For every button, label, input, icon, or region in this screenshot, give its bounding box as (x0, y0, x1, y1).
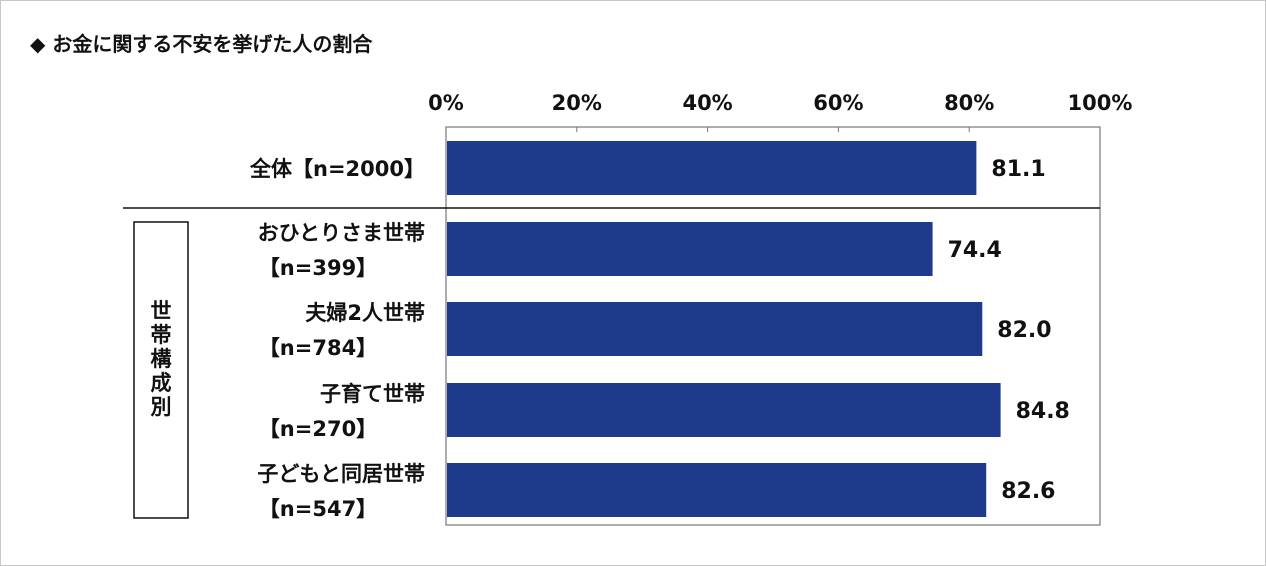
group-bracket-box (133, 221, 189, 519)
bar-value-label: 81.1 (991, 157, 1045, 182)
category-label: 夫婦2人世帯 (305, 301, 425, 325)
group-label-char: 構 (151, 347, 172, 371)
x-tick-label: 20% (552, 91, 602, 115)
x-tick-label: 60% (813, 91, 863, 115)
x-tick-label: 40% (682, 91, 732, 115)
bar-value-label: 82.6 (1001, 479, 1055, 504)
bars-layer (447, 141, 1001, 517)
x-tick-label: 80% (944, 91, 994, 115)
x-tick-label: 0% (428, 91, 464, 115)
bar-value-label: 74.4 (948, 238, 1002, 263)
category-sample-size: 【n=547】 (259, 497, 377, 521)
bar (447, 463, 987, 517)
group-label-char: 世 (151, 299, 172, 323)
bar-value-label: 82.0 (997, 318, 1051, 343)
bar (447, 302, 983, 356)
chart-title: ◆ お金に関する不安を挙げた人の割合 (30, 32, 373, 56)
category-label: おひとりさま世帯 (258, 221, 425, 245)
category-sample-size: 【n=399】 (259, 256, 377, 280)
plot-border (445, 126, 1101, 526)
category-sample-size: 【n=784】 (259, 336, 377, 360)
group-label-char: 成 (151, 371, 172, 395)
category-sample-size: 【n=270】 (259, 417, 377, 441)
bar (447, 383, 1001, 437)
bar (447, 222, 933, 276)
axis-layer: 0% 20% 40% 60% 80% 100% (123, 91, 1133, 526)
category-label: 全体【n=2000】 (249, 157, 425, 181)
bar (447, 141, 977, 195)
labels-layer: 81.1 全体【n=2000】 74.4 おひとりさま世帯【n=399】 82.0 夫婦2… (249, 157, 1070, 521)
bar-value-label: 84.8 (1016, 399, 1070, 424)
group-label-char: 帯 (151, 323, 172, 347)
group-label-char: 別 (151, 395, 172, 419)
category-label: 子どもと同居世帯 (257, 462, 425, 486)
category-label: 子育て世帯 (320, 382, 425, 406)
group-label: 世帯構成別 (151, 299, 172, 419)
x-tick-label: 100% (1068, 91, 1133, 115)
